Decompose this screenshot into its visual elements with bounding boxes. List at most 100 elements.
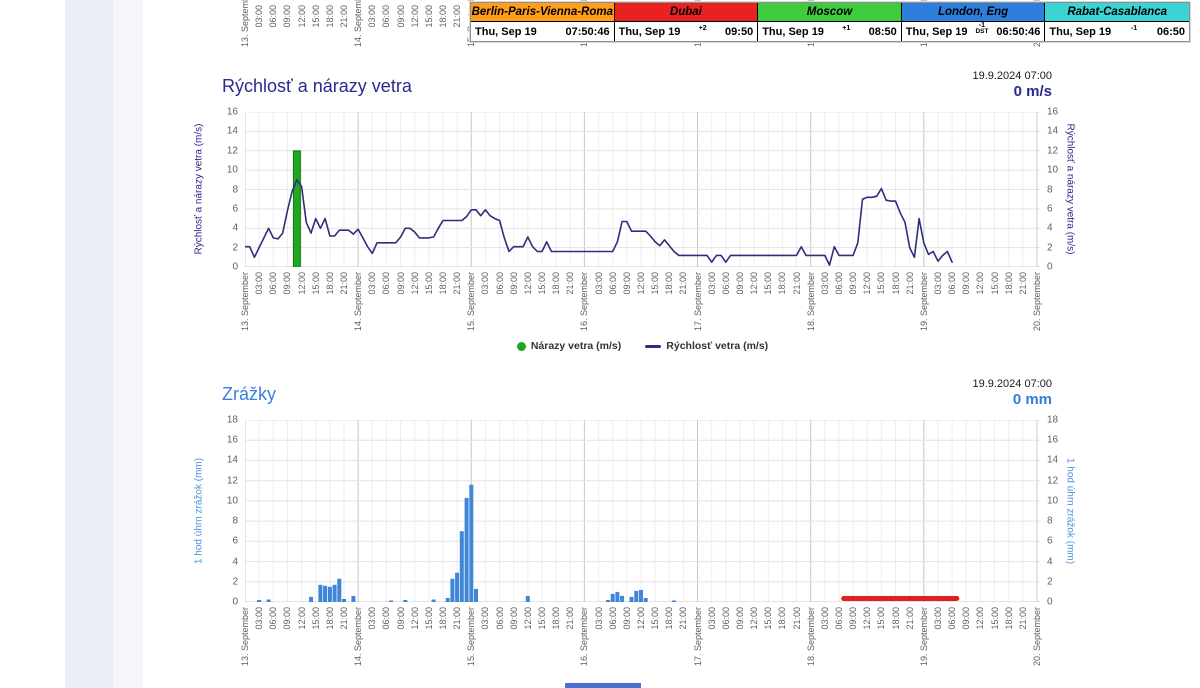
x-axis-time-label: 18:00 bbox=[890, 607, 901, 630]
x-axis-time-label: 15:00 bbox=[763, 607, 774, 630]
y-axis-tick: 4 bbox=[232, 222, 238, 234]
x-axis-time-label: 12:00 bbox=[749, 272, 760, 295]
y-axis-tick: 14 bbox=[1047, 454, 1059, 466]
y-axis-tick: 14 bbox=[226, 125, 238, 137]
y-axis-tick: 10 bbox=[1047, 164, 1059, 176]
x-axis-day-label: 19. September bbox=[918, 272, 929, 332]
rain-chart-plot[interactable] bbox=[244, 419, 1040, 603]
x-axis-time-label: 06:00 bbox=[833, 272, 844, 295]
y-axis-tick: 10 bbox=[1047, 495, 1059, 507]
clock-city-label: London, Eng bbox=[901, 3, 1046, 22]
x-axis-time-label: 18:00 bbox=[551, 607, 562, 630]
x-axis-day-label: 13. September bbox=[240, 0, 250, 48]
clock-time-cell: Thu, Sep 19 -1 DST 06:50:46 bbox=[901, 22, 1046, 41]
y-axis-tick: 6 bbox=[232, 203, 238, 215]
x-axis-time-label: 12:00 bbox=[409, 5, 420, 28]
y-axis-tick: 2 bbox=[1047, 576, 1053, 588]
x-axis-time-label: 03:00 bbox=[819, 272, 830, 295]
y-axis-tick: 10 bbox=[226, 164, 238, 176]
clock-city-label: Dubai bbox=[614, 3, 759, 22]
wind-chart-plot[interactable] bbox=[244, 111, 1040, 268]
y-axis-tick: 12 bbox=[1047, 475, 1059, 487]
x-axis-day-label: 20. September bbox=[1031, 272, 1042, 332]
x-axis-time-label: 03:00 bbox=[593, 607, 604, 630]
wind-chart-timestamp-block: 19.9.2024 07:00 0 m/s bbox=[852, 70, 1052, 100]
world-clock-cities-row: Berlin-Paris-Vienna-Roma Dubai Moscow Londo… bbox=[471, 3, 1189, 22]
x-axis-time-label: 21:00 bbox=[791, 272, 802, 295]
x-axis-time-label: 15:00 bbox=[989, 607, 1000, 630]
x-axis-time-label: 18:00 bbox=[664, 272, 675, 295]
x-axis-time-label: 12:00 bbox=[522, 272, 533, 295]
rain-chart-title: Zrážky bbox=[222, 384, 276, 404]
y-axis-tick: 0 bbox=[1047, 261, 1053, 273]
x-axis-time-label: 09:00 bbox=[282, 272, 293, 295]
clock-time-cell: Thu, Sep 19 +1 08:50 bbox=[758, 22, 902, 41]
x-axis-time-label: 09:00 bbox=[734, 607, 745, 630]
clock-time-cell: Thu, Sep 19 07:50:46 bbox=[471, 22, 615, 41]
x-axis-time-label: 18:00 bbox=[324, 272, 335, 295]
y-axis-tick: 2 bbox=[1047, 242, 1053, 254]
y-axis-tick: 8 bbox=[1047, 184, 1053, 195]
x-axis-time-label: 12:00 bbox=[635, 607, 646, 630]
bottom-blue-bar bbox=[565, 683, 641, 688]
clock-date: Thu, Sep 19 bbox=[618, 25, 681, 38]
clock-date: Thu, Sep 19 bbox=[762, 25, 824, 38]
x-axis-time-label: 12:00 bbox=[296, 5, 307, 28]
x-axis-time-label: 18:00 bbox=[437, 5, 448, 28]
y-axis-tick: 6 bbox=[232, 535, 238, 547]
x-axis-time-label: 03:00 bbox=[706, 607, 717, 630]
y-axis-tick: 18 bbox=[1047, 414, 1059, 426]
clock-utc-offset: -1 bbox=[1130, 25, 1138, 32]
y-axis-tick: 0 bbox=[232, 596, 238, 608]
x-axis-time-label: 06:00 bbox=[381, 272, 392, 295]
x-axis-time-label: 09:00 bbox=[282, 5, 293, 28]
x-axis-time-label: 12:00 bbox=[635, 272, 646, 295]
x-axis-day-label: 14. September bbox=[353, 0, 364, 48]
x-axis-time-label: 15:00 bbox=[423, 5, 434, 28]
x-axis-time-label: 12:00 bbox=[862, 272, 873, 295]
x-axis-time-label: 15:00 bbox=[989, 272, 1000, 295]
clock-time: 09:50 bbox=[725, 25, 754, 38]
y-axis-tick: 4 bbox=[1047, 556, 1053, 568]
clock-time-cell: Thu, Sep 19 -1 06:50 bbox=[1045, 22, 1189, 41]
rain-chart-timestamp-block: 19.9.2024 07:00 0 mm bbox=[852, 378, 1052, 408]
x-axis-day-label: 19. September bbox=[918, 607, 929, 667]
wind-chart-title: Rýchlosť a nárazy vetra bbox=[222, 76, 412, 96]
x-axis-day-label: 17. September bbox=[692, 607, 703, 667]
y-axis-tick: 16 bbox=[1047, 434, 1059, 446]
x-axis-day-label: 17. September bbox=[692, 272, 703, 332]
x-axis-day-label: 16. September bbox=[579, 272, 590, 332]
legend-line-marker-icon bbox=[645, 344, 662, 348]
x-axis-day-label: 18. September bbox=[805, 272, 816, 332]
x-axis-time-label: 12:00 bbox=[975, 272, 986, 295]
x-axis-time-label: 06:00 bbox=[607, 272, 618, 295]
x-axis-time-label: 09:00 bbox=[734, 272, 745, 295]
clock-city-label: Rabat-Casablanca bbox=[1045, 3, 1189, 22]
x-axis-time-label: 09:00 bbox=[508, 607, 519, 630]
x-axis-time-label: 03:00 bbox=[480, 272, 491, 295]
x-axis-time-label: 03:00 bbox=[706, 272, 717, 295]
legend-item[interactable]: Rýchlosť vetra (m/s) bbox=[645, 340, 768, 352]
x-axis-time-label: 03:00 bbox=[480, 607, 491, 630]
y-axis-tick: 6 bbox=[1047, 535, 1053, 547]
wind-current-value: 0 m/s bbox=[1013, 83, 1052, 100]
world-clock-bar: Berlin-Paris-Vienna-Roma Dubai Moscow Londo… bbox=[470, 2, 1190, 42]
x-axis-time-label: 12:00 bbox=[409, 272, 420, 295]
x-axis-time-label: 21:00 bbox=[1017, 607, 1028, 630]
clock-time: 06:50:46 bbox=[996, 25, 1041, 38]
y-axis-tick: 12 bbox=[226, 145, 238, 157]
legend-item[interactable]: Nárazy vetra (m/s) bbox=[516, 340, 621, 352]
y-axis-tick: 8 bbox=[232, 184, 238, 195]
x-axis-time-label: 09:00 bbox=[848, 607, 859, 630]
x-axis-day-label: 14. September bbox=[353, 607, 364, 667]
background-stripe-inner bbox=[113, 0, 143, 688]
x-axis-time-label: 21:00 bbox=[452, 272, 463, 295]
x-axis-time-label: 06:00 bbox=[494, 272, 505, 295]
x-axis-time-label: 03:00 bbox=[254, 5, 265, 28]
x-axis-time-label: 21:00 bbox=[1017, 272, 1028, 295]
y-axis-tick: 4 bbox=[1047, 222, 1053, 234]
wind-chart-legend: Nárazy vetra (m/s) Rýchlosť vetra (m/s) bbox=[245, 340, 1040, 352]
clock-date: Thu, Sep 19 bbox=[1049, 25, 1112, 38]
y-axis-tick: 12 bbox=[226, 475, 238, 487]
x-axis-day-label: 16. September bbox=[579, 607, 590, 667]
